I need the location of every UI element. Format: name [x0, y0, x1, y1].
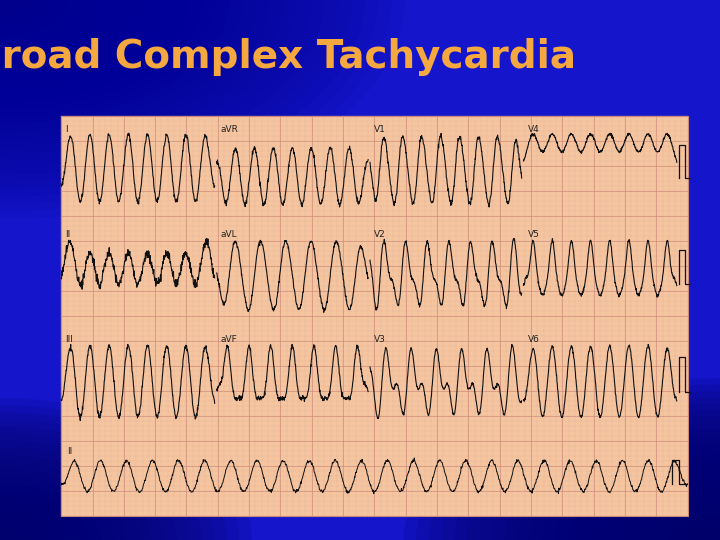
- Ellipse shape: [0, 434, 189, 540]
- Text: V3: V3: [374, 335, 386, 345]
- Ellipse shape: [0, 0, 364, 197]
- Ellipse shape: [0, 0, 351, 190]
- Text: I: I: [66, 125, 68, 134]
- Ellipse shape: [0, 462, 138, 540]
- Text: II: II: [67, 447, 72, 456]
- Ellipse shape: [492, 423, 720, 540]
- Ellipse shape: [530, 443, 720, 540]
- Ellipse shape: [467, 410, 720, 540]
- Ellipse shape: [454, 404, 720, 540]
- Ellipse shape: [0, 413, 227, 540]
- Text: II: II: [66, 230, 71, 239]
- Ellipse shape: [0, 0, 338, 183]
- Text: V1: V1: [374, 125, 386, 134]
- Ellipse shape: [580, 469, 720, 540]
- Ellipse shape: [543, 449, 720, 540]
- Ellipse shape: [517, 436, 720, 540]
- Ellipse shape: [568, 462, 720, 540]
- Ellipse shape: [0, 0, 378, 204]
- Ellipse shape: [0, 448, 163, 540]
- Text: Broad Complex Tachycardia: Broad Complex Tachycardia: [0, 38, 575, 76]
- Ellipse shape: [0, 0, 405, 219]
- Ellipse shape: [0, 476, 113, 540]
- Text: III: III: [66, 335, 73, 345]
- Ellipse shape: [0, 0, 270, 146]
- Ellipse shape: [0, 0, 310, 167]
- Ellipse shape: [0, 0, 243, 131]
- Ellipse shape: [0, 399, 252, 540]
- Ellipse shape: [0, 427, 202, 540]
- Text: aVL: aVL: [221, 230, 238, 239]
- Ellipse shape: [505, 430, 720, 540]
- Ellipse shape: [0, 455, 151, 540]
- Ellipse shape: [0, 0, 392, 211]
- Text: V6: V6: [528, 335, 540, 345]
- Ellipse shape: [0, 0, 256, 138]
- Ellipse shape: [0, 0, 297, 160]
- Ellipse shape: [0, 441, 176, 540]
- Ellipse shape: [403, 378, 720, 540]
- Ellipse shape: [0, 0, 284, 153]
- Text: V5: V5: [528, 230, 540, 239]
- Text: V4: V4: [528, 125, 539, 134]
- Ellipse shape: [428, 391, 720, 540]
- Text: aVF: aVF: [221, 335, 238, 345]
- Ellipse shape: [0, 0, 324, 175]
- Ellipse shape: [480, 417, 720, 540]
- Ellipse shape: [0, 469, 126, 540]
- Bar: [61, 116, 688, 516]
- Ellipse shape: [441, 397, 720, 540]
- Ellipse shape: [606, 482, 720, 540]
- Ellipse shape: [0, 406, 239, 540]
- Text: aVR: aVR: [221, 125, 239, 134]
- Ellipse shape: [593, 475, 720, 540]
- Ellipse shape: [416, 384, 720, 540]
- Ellipse shape: [555, 456, 720, 540]
- Text: V2: V2: [374, 230, 386, 239]
- Ellipse shape: [0, 420, 215, 540]
